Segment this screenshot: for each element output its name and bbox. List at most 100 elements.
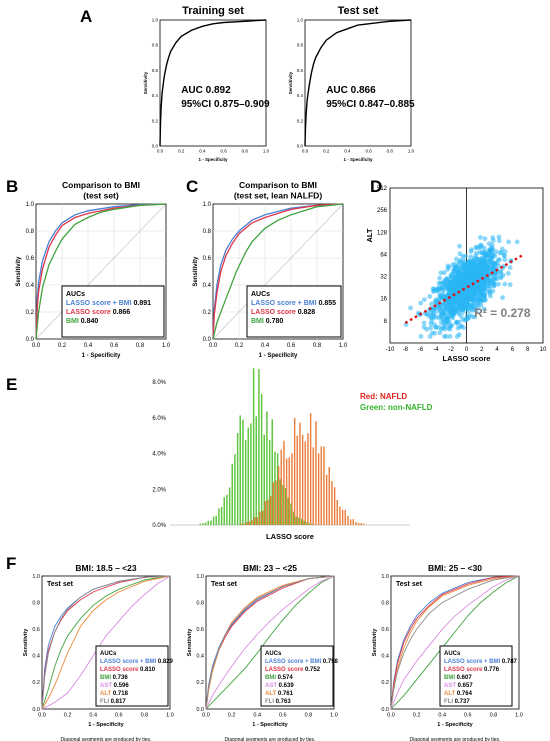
y-tick-label: 1.0	[32, 574, 40, 580]
bmi-curve	[205, 575, 335, 710]
scatter-point	[482, 236, 488, 242]
histogram-bar	[251, 519, 253, 525]
y-tick-label: 6.0%	[152, 416, 166, 422]
legend-series-name: LASSO score + BMI	[444, 659, 502, 665]
scatter-point	[479, 290, 485, 296]
bmi-curve	[390, 575, 520, 710]
inset-label: Test set	[47, 581, 74, 588]
scatter-point	[427, 294, 433, 299]
x-tick-label: 0.4	[261, 343, 270, 349]
nafld-bars	[240, 413, 365, 525]
legend-auc-value: 0.737	[455, 699, 471, 705]
x-axis-label: LASSO score	[443, 354, 491, 363]
bmi-curve	[35, 203, 167, 340]
plot-frame	[205, 575, 335, 710]
scatter-point	[487, 290, 493, 296]
legend-auc-value: 0.761	[278, 691, 294, 697]
scatter-point	[453, 308, 459, 313]
scatter-point	[496, 234, 502, 240]
auc-annotation: 95%CI 0.847–0.885	[326, 99, 415, 110]
scatter-point	[488, 245, 494, 251]
histogram-bar	[306, 522, 308, 525]
x-tick-label: 0.2	[413, 713, 421, 719]
y-tick-label: 0.0	[196, 707, 204, 713]
legend-entry: BMI 0.607	[444, 675, 472, 681]
x-tick-label: 0.0	[38, 713, 46, 719]
histogram-bar	[261, 510, 264, 525]
scatter-point	[453, 285, 459, 291]
x-axis-label: 1 - Specificity	[88, 722, 124, 728]
legend-auc-value: 0.840	[81, 318, 99, 325]
legend-auc-value: 0.866	[113, 309, 131, 316]
histogram-bar	[202, 523, 204, 525]
scatter-point	[438, 295, 444, 300]
histogram-bar	[282, 484, 284, 525]
histogram-bar	[341, 509, 344, 525]
scatter-point	[431, 288, 437, 294]
scatter-point	[477, 245, 483, 251]
histogram-bar	[272, 482, 274, 525]
histogram-bar	[199, 523, 201, 525]
legend-series-name: BMI	[251, 318, 266, 325]
scatter-point	[500, 295, 505, 300]
x-tick-label: 0.8	[242, 149, 249, 154]
chart-title: BMI: 25 – <30	[428, 563, 482, 573]
x-tick-label: 0.6	[220, 149, 227, 154]
scatter-point	[438, 270, 444, 276]
scatter-point	[474, 297, 480, 302]
legend-entry: LASSO score + BMI 0.891	[66, 300, 151, 307]
histogram-bar	[355, 522, 357, 525]
histogram-bar	[220, 506, 223, 525]
y-tick-label: 0.6	[32, 627, 40, 633]
footnote: Diagonal segments are produced by ties.	[225, 737, 316, 741]
scatter-point	[448, 274, 454, 279]
scatter-point	[437, 330, 443, 336]
scatter-point	[461, 325, 466, 331]
fli-curve	[390, 575, 520, 710]
histogram-bar	[271, 419, 273, 525]
y-tick-label: 0.4	[152, 93, 159, 98]
scatter-point	[470, 314, 475, 319]
plot-frame	[35, 203, 167, 340]
x-tick-label: 10	[540, 347, 547, 353]
histogram-bar	[256, 517, 258, 525]
legend-auc-value: 0.810	[140, 667, 156, 673]
y-tick-label: 0.0%	[152, 523, 166, 529]
scatter-point	[486, 281, 491, 287]
y-tick-label: 8	[384, 319, 388, 325]
histogram-bar	[240, 523, 242, 525]
y-tick-label: 0.8	[381, 600, 389, 606]
lasso-score-bmi-curve	[35, 203, 167, 340]
histogram-bar	[352, 519, 354, 525]
x-tick-label: 0.2	[323, 149, 330, 154]
panel-letter-a: A	[80, 7, 92, 26]
scatter-point	[463, 276, 468, 282]
diagonal-reference-line	[212, 203, 344, 340]
legend-entry: AST 0.639	[265, 683, 294, 689]
x-tick-label: 0.2	[58, 343, 67, 349]
lasso-score-bmi-curve	[390, 575, 520, 710]
y-axis-label: Sensitivity	[288, 71, 293, 94]
legend-non-nafld: Green: non-NAFLD	[360, 403, 433, 412]
panel-letter-e: E	[6, 375, 17, 394]
histogram-bar	[279, 479, 281, 525]
histogram-bar	[243, 523, 245, 525]
scatter-point	[456, 311, 461, 317]
legend-series-name: AST	[444, 683, 458, 689]
legend-series-name: LASSO score	[251, 309, 298, 316]
legend-auc-value: 0.891	[134, 300, 152, 307]
y-tick-label: 1.0	[196, 574, 204, 580]
histogram-bar	[301, 434, 304, 525]
scatter-point	[482, 269, 488, 274]
x-tick-label: 0.6	[464, 713, 472, 719]
scatter-point	[476, 265, 481, 271]
scatter-point	[475, 257, 481, 263]
y-tick-label: 1.0	[203, 202, 212, 208]
histogram-bar	[204, 522, 207, 525]
legend-series-name: LASSO score + BMI	[66, 300, 134, 307]
scatter-point	[440, 302, 446, 308]
scatter-point	[496, 238, 502, 244]
scatter-point	[498, 275, 504, 281]
plot-frame	[304, 19, 412, 147]
